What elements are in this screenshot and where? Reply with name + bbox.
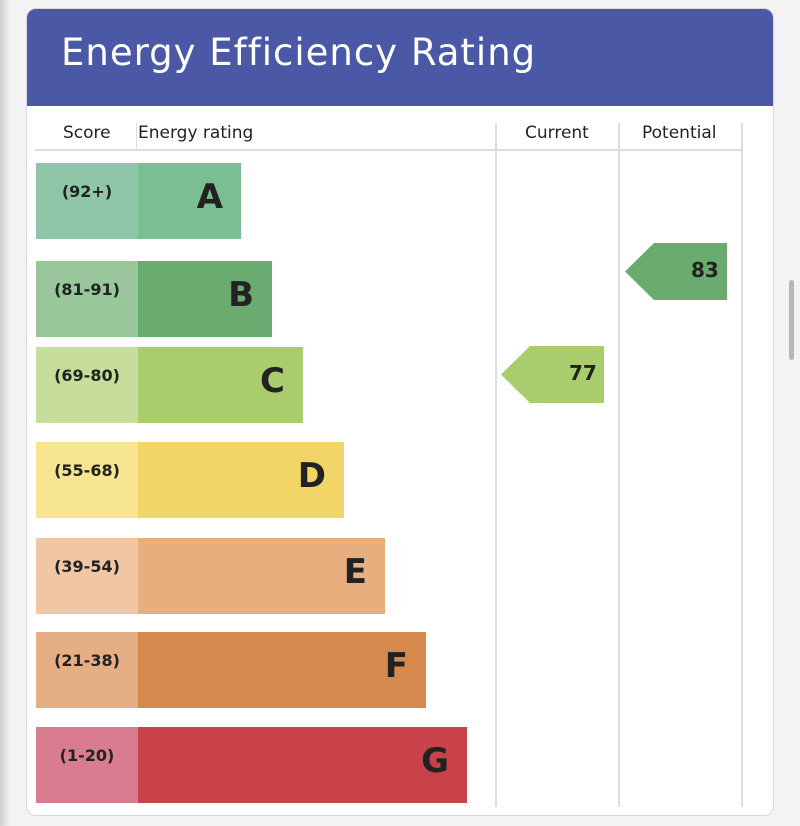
- band-score-e: (39-54): [36, 538, 138, 614]
- right-column-divider: [741, 123, 743, 807]
- potential-column-divider: [618, 123, 620, 807]
- band-letter-b: B: [228, 275, 254, 315]
- band-bar-g: G: [138, 727, 467, 803]
- band-letter-e: E: [343, 552, 367, 592]
- band-letter-d: D: [297, 456, 326, 496]
- band-score-d: (55-68): [36, 442, 138, 518]
- column-header-potential: Potential: [642, 123, 717, 143]
- card-title: Energy Efficiency Rating: [61, 31, 537, 74]
- band-bar-c: C: [138, 347, 303, 423]
- band-bar-f: F: [138, 632, 426, 708]
- current-arrow-shape: [501, 346, 604, 403]
- column-header-energy-rating: Energy rating: [138, 123, 254, 143]
- column-header-current: Current: [525, 123, 589, 143]
- band-score-b: (81-91): [36, 261, 138, 337]
- band-letter-c: C: [260, 361, 285, 401]
- potential-rating-arrow: 83: [625, 243, 727, 300]
- potential-arrow-shape: [625, 243, 727, 300]
- band-bar-b: B: [138, 261, 272, 337]
- energy-rating-card: Energy Efficiency Rating Score Energy ra…: [26, 8, 774, 816]
- current-column-divider: [495, 123, 497, 807]
- current-rating-value: 77: [569, 361, 597, 385]
- score-column-divider: [136, 123, 137, 149]
- band-score-f: (21-38): [36, 632, 138, 708]
- band-letter-g: G: [421, 741, 449, 781]
- band-score-a: (92+): [36, 163, 138, 239]
- band-letter-a: A: [196, 177, 223, 217]
- band-bar-e: E: [138, 538, 385, 614]
- scrollbar-thumb[interactable]: [789, 280, 794, 360]
- band-bar-d: D: [138, 442, 344, 518]
- column-header-score: Score: [63, 123, 111, 143]
- window-edge-shadow: [0, 0, 10, 826]
- band-bar-a: A: [138, 163, 241, 239]
- band-score-g: (1-20): [36, 727, 138, 803]
- potential-rating-value: 83: [691, 258, 719, 282]
- band-letter-f: F: [384, 646, 408, 686]
- card-header: Energy Efficiency Rating: [27, 9, 773, 106]
- current-rating-arrow: 77: [501, 346, 604, 403]
- band-score-c: (69-80): [36, 347, 138, 423]
- header-divider: [35, 149, 742, 151]
